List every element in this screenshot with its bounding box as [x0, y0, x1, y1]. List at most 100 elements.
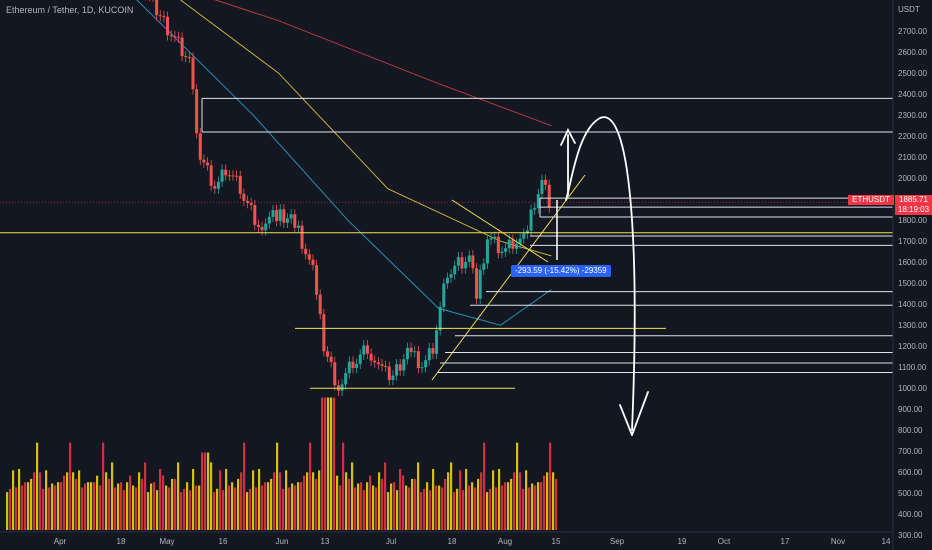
candle-body [416, 351, 420, 369]
candle-body [180, 37, 184, 57]
volume-bar [438, 485, 441, 530]
volume-bar [336, 475, 339, 530]
x-tick-label: 19 [678, 537, 687, 546]
volume-bar [495, 487, 498, 530]
volume-bar [198, 485, 201, 530]
candle-body [424, 360, 428, 368]
volume-bar [252, 470, 255, 530]
volume-bar [354, 487, 357, 530]
candle-body [202, 159, 206, 163]
candle-body [173, 36, 177, 38]
volume-bar [159, 469, 162, 530]
candle-body [522, 233, 526, 239]
volume-bar [345, 472, 348, 530]
volume-bar [132, 485, 135, 530]
volume-bar [426, 482, 429, 530]
volume-bar [444, 478, 447, 530]
x-tick-label: 18 [117, 537, 126, 546]
volume-bar [408, 487, 411, 530]
volume-bar [234, 487, 237, 530]
x-tick-label: 14 [882, 537, 891, 546]
x-tick-label: Jul [386, 537, 396, 546]
volume-bar [9, 488, 12, 530]
candle-body [235, 175, 239, 177]
volume-bar [471, 482, 474, 530]
volume-bar [282, 488, 285, 530]
candle-body [482, 263, 486, 270]
volume-bar [48, 487, 51, 530]
volume-bar [519, 472, 522, 530]
volume-bar [369, 475, 372, 530]
volume-bar [129, 475, 132, 530]
volume-bar [153, 482, 156, 530]
y-tick-label: 1100.00 [898, 363, 927, 372]
volume-bar [306, 472, 309, 530]
x-tick-label: Apr [54, 537, 67, 546]
y-tick-label: 2600.00 [898, 48, 927, 57]
volume-bar [303, 475, 306, 530]
volume-bar [39, 472, 42, 530]
volume-bar [492, 470, 495, 530]
y-tick-label: 1700.00 [898, 237, 927, 246]
volume-bar [111, 462, 114, 530]
candle-body [224, 169, 228, 176]
volume-bar [474, 487, 477, 530]
candle-body [195, 89, 199, 134]
volume-bar [114, 487, 117, 530]
volume-bar [522, 488, 525, 530]
volume-bar [393, 482, 396, 530]
volume-bar [27, 482, 30, 530]
candle-body [293, 214, 297, 228]
candle-body [515, 243, 519, 249]
candle-body [431, 348, 435, 354]
candle-body [478, 269, 482, 299]
candle-body [169, 35, 173, 37]
volume-bar [156, 490, 159, 530]
volume-bar [414, 478, 417, 530]
volume-bar [96, 475, 99, 530]
y-tick-label: 1300.00 [898, 321, 927, 330]
volume-bar [228, 485, 231, 530]
volume-bar [477, 478, 480, 530]
y-tick-label: 2000.00 [898, 174, 927, 183]
volume-bar [207, 452, 210, 530]
candle-body [445, 277, 449, 284]
volume-bar [42, 488, 45, 530]
volume-bar [150, 483, 153, 530]
volume-bar [465, 469, 468, 530]
volume-bar [513, 472, 516, 530]
volume-bar [18, 469, 21, 530]
volume-bar [276, 442, 279, 530]
candle-body [184, 56, 188, 58]
volume-bar [387, 492, 390, 530]
volume-bar [177, 462, 180, 530]
volume-bar [288, 487, 291, 530]
y-tick-label: 800.00 [898, 426, 923, 435]
volume-bar [360, 482, 363, 530]
candle-body [435, 330, 439, 354]
volume-bar [525, 470, 528, 530]
volume-bar [21, 485, 24, 530]
volume-bar [255, 487, 258, 530]
y-tick-label: 2300.00 [898, 111, 927, 120]
volume-bar [501, 485, 504, 530]
candle-body [504, 248, 508, 252]
y-tick-label: 1800.00 [898, 216, 927, 225]
volume-bar [366, 482, 369, 530]
candle-body [227, 175, 231, 177]
volume-bar [15, 487, 18, 530]
volume-bar [279, 472, 282, 530]
candle-body [475, 268, 479, 299]
volume-bar [246, 492, 249, 530]
volume-bar [348, 478, 351, 530]
volume-bar [222, 490, 225, 530]
y-tick-label: 1000.00 [898, 384, 927, 393]
volume-bar [546, 472, 549, 530]
candle-body [453, 265, 457, 275]
candle-body [391, 375, 395, 380]
y-tick-label: 1200.00 [898, 342, 927, 351]
y-tick-label: 2100.00 [898, 153, 927, 162]
candle-body [264, 223, 268, 231]
candle-body [449, 274, 453, 278]
